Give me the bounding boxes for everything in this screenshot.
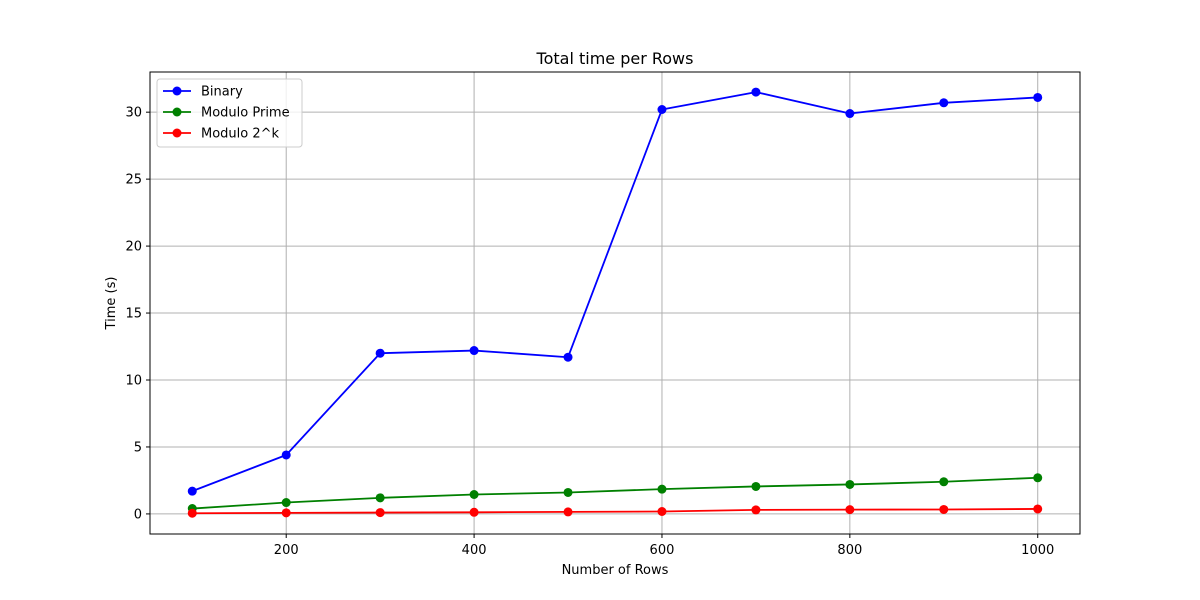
data-point-modulo-2-k (375, 508, 385, 518)
y-tick-label: 20 (125, 240, 142, 255)
data-point-binary (187, 486, 197, 496)
data-point-modulo-2-k (563, 507, 573, 517)
legend-marker-modulo-2-k (172, 128, 182, 138)
legend-marker-binary (172, 86, 182, 96)
legend-box (156, 78, 303, 148)
legend-label-binary: Binary (201, 85, 243, 100)
data-point-modulo-prime (563, 487, 573, 497)
data-point-binary (845, 109, 855, 119)
legend-entry-modulo-prime: Modulo Prime (163, 106, 290, 121)
data-point-binary (469, 346, 479, 356)
data-point-binary (1033, 92, 1043, 102)
series-binary (187, 87, 1043, 496)
series-line-modulo-prime (192, 476, 1038, 510)
grid-lines (150, 72, 1080, 534)
series-modulo-2-k (187, 504, 1043, 518)
legend-entry-binary: Binary (163, 85, 243, 100)
data-point-modulo-2-k (469, 507, 479, 517)
data-point-modulo-prime (657, 484, 667, 494)
data-point-modulo-2-k (657, 507, 667, 517)
data-point-modulo-prime (469, 489, 479, 499)
x-tick-label: 1000 (1021, 543, 1054, 558)
legend: Binary Modulo Prime Modulo 2^k (156, 78, 303, 148)
legend-marker-modulo-prime (172, 107, 182, 117)
data-point-modulo-prime (845, 479, 855, 489)
legend-label-modulo-prime: Modulo Prime (201, 106, 290, 121)
x-axis-label: Number of Rows (562, 563, 669, 578)
data-point-modulo-prime (939, 477, 949, 487)
data-point-binary (751, 87, 761, 97)
series-layer (187, 87, 1043, 518)
data-point-binary (281, 450, 291, 460)
series-modulo-prime (187, 473, 1043, 514)
data-point-modulo-2-k (187, 508, 197, 518)
series-line-binary (191, 91, 1038, 492)
data-point-binary (563, 352, 573, 362)
data-point-modulo-prime (1033, 473, 1043, 483)
y-tick-label: 5 (134, 440, 142, 455)
data-point-binary (657, 104, 667, 114)
data-point-modulo-2-k (939, 504, 949, 514)
data-point-modulo-prime (375, 493, 385, 503)
x-axis: 200 400 600 800 1000 (274, 534, 1054, 558)
y-tick-label: 30 (125, 106, 142, 121)
data-point-modulo-2-k (751, 505, 761, 515)
data-point-modulo-2-k (281, 508, 291, 518)
data-point-modulo-2-k (845, 505, 855, 515)
y-axis-label: Time (s) (104, 277, 119, 331)
x-tick-label: 800 (837, 543, 862, 558)
x-tick-label: 600 (650, 543, 675, 558)
y-tick-label: 0 (134, 507, 142, 522)
y-tick-label: 15 (125, 307, 142, 322)
y-tick-label: 25 (125, 173, 142, 188)
legend-label-modulo-2-k: Modulo 2^k (201, 127, 280, 142)
y-axis: 0 5 10 15 20 25 30 (125, 106, 150, 522)
data-point-modulo-2-k (1033, 504, 1043, 514)
chart-title: Total time per Rows (536, 49, 694, 68)
series-line-modulo-2-k (192, 508, 1038, 515)
y-tick-label: 10 (125, 374, 142, 389)
data-point-binary (939, 98, 949, 108)
legend-entry-modulo-2-k: Modulo 2^k (163, 127, 280, 142)
x-tick-label: 200 (274, 543, 299, 558)
x-tick-label: 400 (462, 543, 487, 558)
data-point-modulo-prime (281, 498, 291, 508)
data-point-modulo-prime (751, 481, 761, 491)
plot-frame (149, 71, 1081, 535)
data-point-binary (375, 348, 385, 358)
